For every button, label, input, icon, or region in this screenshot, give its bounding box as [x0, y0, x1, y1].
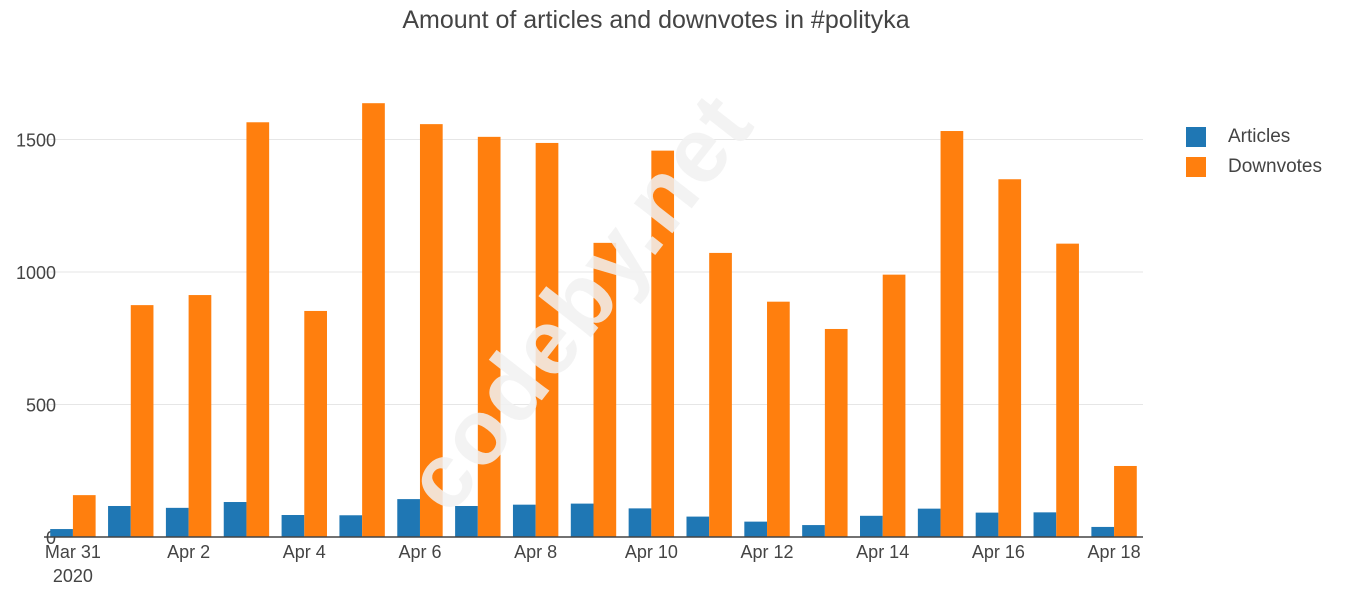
x-tick-label: Mar 31 [45, 542, 101, 562]
x-tick-sublabel: 2020 [53, 566, 93, 586]
bar-downvotes [709, 252, 732, 538]
y-tick-label: 500 [26, 396, 56, 416]
bar-downvotes [246, 122, 270, 538]
bar-articles [1091, 526, 1115, 537]
y-tick-label: 1000 [16, 263, 56, 283]
x-tick-label: Apr 4 [283, 542, 326, 562]
bar-articles [281, 515, 305, 537]
x-tick-label: Apr 10 [625, 542, 678, 562]
bar-downvotes [419, 124, 443, 537]
x-tick-label: Apr 6 [398, 542, 441, 562]
bar-articles [223, 502, 247, 537]
bar-downvotes [651, 150, 675, 537]
x-tick-label: Apr 14 [856, 542, 909, 562]
legend-item-downvotes[interactable]: Downvotes [1186, 152, 1322, 182]
bar-downvotes [535, 142, 559, 537]
bar-articles [975, 512, 999, 537]
legend-label-downvotes: Downvotes [1228, 156, 1322, 177]
bar-downvotes [130, 305, 154, 537]
legend-label-articles: Articles [1228, 126, 1291, 147]
bar-articles [165, 507, 189, 537]
bar-articles [686, 516, 710, 537]
x-tick-label: Apr 2 [167, 542, 210, 562]
bar-articles [917, 508, 941, 537]
bar-downvotes [1056, 243, 1079, 537]
bar-downvotes [304, 310, 327, 537]
x-tick-label: Apr 16 [972, 542, 1025, 562]
bar-downvotes [824, 328, 848, 537]
bar-downvotes [882, 274, 906, 537]
bar-downvotes [940, 131, 964, 537]
legend-swatch-downvotes [1186, 157, 1206, 177]
bar-articles [1033, 512, 1057, 537]
bar-articles [397, 499, 420, 537]
bar-downvotes [362, 103, 385, 537]
bar-downvotes [477, 136, 501, 537]
x-tick-label: Apr 12 [741, 542, 794, 562]
legend-item-articles[interactable]: Articles [1186, 122, 1322, 152]
bar-articles [512, 504, 536, 537]
x-tick-label: Apr 18 [1088, 542, 1141, 562]
bar-articles [628, 508, 652, 537]
bar-downvotes [188, 295, 212, 537]
bar-downvotes [998, 179, 1022, 537]
y-tick-label: 1500 [16, 131, 56, 151]
legend-swatch-articles [1186, 127, 1206, 147]
bar-articles [860, 515, 883, 537]
legend[interactable]: Articles Downvotes [1186, 122, 1322, 182]
bar-articles [50, 529, 73, 537]
bar-articles [570, 503, 594, 537]
chart-title: Amount of articles and downvotes in #pol… [402, 6, 910, 34]
bar-downvotes [1114, 465, 1137, 537]
x-tick-label: Apr 8 [514, 542, 557, 562]
bar-articles [455, 505, 478, 537]
bar-downvotes [72, 495, 96, 537]
bar-downvotes [767, 301, 790, 537]
bar-articles [108, 505, 131, 537]
y-tick-label: 0 [46, 528, 56, 548]
bar-articles [744, 521, 768, 537]
bar-downvotes [593, 242, 617, 537]
bar-articles [802, 525, 825, 537]
bar-articles [339, 515, 363, 537]
